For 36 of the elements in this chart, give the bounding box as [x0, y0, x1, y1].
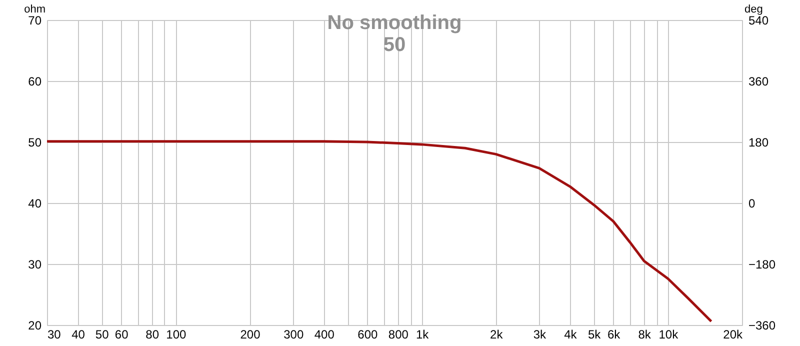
y-tick-label: 50	[28, 136, 42, 150]
y-tick-label: 70	[28, 14, 42, 28]
x-tick-label: 40	[72, 328, 86, 342]
x-tick-label: 200	[240, 328, 261, 342]
x-tick-label: 20k	[723, 328, 744, 342]
text: 50	[383, 34, 406, 56]
y2-axis-title: deg	[744, 4, 763, 16]
y-tick-label: 30	[28, 258, 42, 272]
x-tick-label: 100	[166, 328, 187, 342]
y2-tick-label: −360	[748, 318, 776, 332]
x-tick-label: 6k	[607, 328, 622, 342]
x-tick-label: 800	[388, 328, 409, 342]
x-tick-label: 10k	[658, 328, 680, 342]
x-tick-label: 2k	[490, 328, 504, 342]
chart-title: No smoothing	[327, 12, 462, 34]
x-tick-label: 4k	[564, 328, 578, 342]
x-tick-label: 600	[358, 328, 378, 342]
y-tick-label: 60	[28, 74, 42, 88]
y2-tick-label: 0	[748, 196, 756, 210]
x-tick-label: 1k	[416, 328, 430, 342]
x-tick-label: 5k	[588, 328, 602, 342]
y2-tick-label: 360	[748, 74, 769, 88]
x-tick-label: 80	[146, 328, 160, 342]
y-tick-label: 40	[28, 196, 42, 210]
y2-tick-label: −180	[748, 258, 776, 272]
x-tick-label: 60	[114, 328, 129, 342]
x-tick-label: 3k	[533, 328, 548, 342]
y2-tick-label: 540	[748, 14, 769, 28]
x-tick-label: 400	[314, 328, 335, 342]
x-tick-label: 30	[48, 328, 62, 342]
x-tick-label: 8k	[638, 328, 652, 342]
y-axis-title: ohm	[24, 4, 46, 16]
x-tick-label: 300	[284, 328, 304, 342]
y-tick-label: 20	[28, 318, 42, 332]
x-tick-label: 50	[95, 328, 110, 342]
y2-tick-label: 180	[748, 136, 769, 150]
